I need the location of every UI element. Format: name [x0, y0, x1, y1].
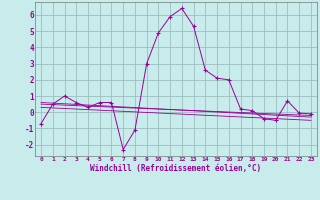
X-axis label: Windchill (Refroidissement éolien,°C): Windchill (Refroidissement éolien,°C) [91, 164, 261, 173]
